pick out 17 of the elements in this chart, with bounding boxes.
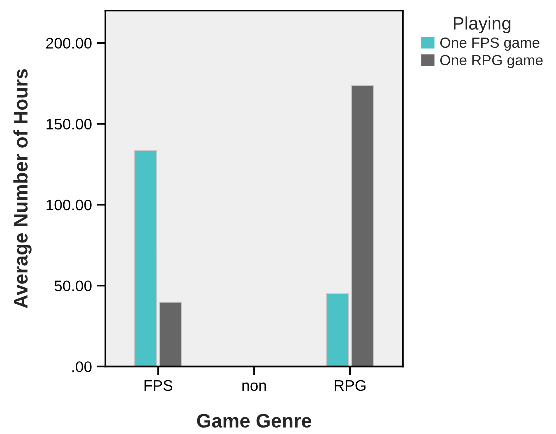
y-axis-title: Average Number of Hours: [14, 69, 32, 308]
x-tick-label: non: [242, 382, 266, 392]
x-tick-label: FPS: [144, 380, 173, 392]
bar: [159, 302, 182, 367]
y-tick-label: 200.00: [46, 38, 92, 49]
legend-label: One FPS game: [440, 38, 540, 51]
bar: [351, 85, 374, 367]
x-tick-label: RPG: [335, 380, 366, 392]
y-tick-label: 50.00: [54, 280, 92, 292]
y-tick-label: 100.00: [46, 200, 92, 211]
legend-label: One RPG game: [440, 55, 543, 68]
x-axis-title: Game Genre: [197, 414, 312, 428]
bar: [134, 150, 158, 367]
legend-title: Playing: [454, 16, 511, 34]
bar: [326, 294, 350, 367]
y-tick-label: 150.00: [46, 118, 92, 130]
y-tick-label: .00: [72, 362, 92, 372]
